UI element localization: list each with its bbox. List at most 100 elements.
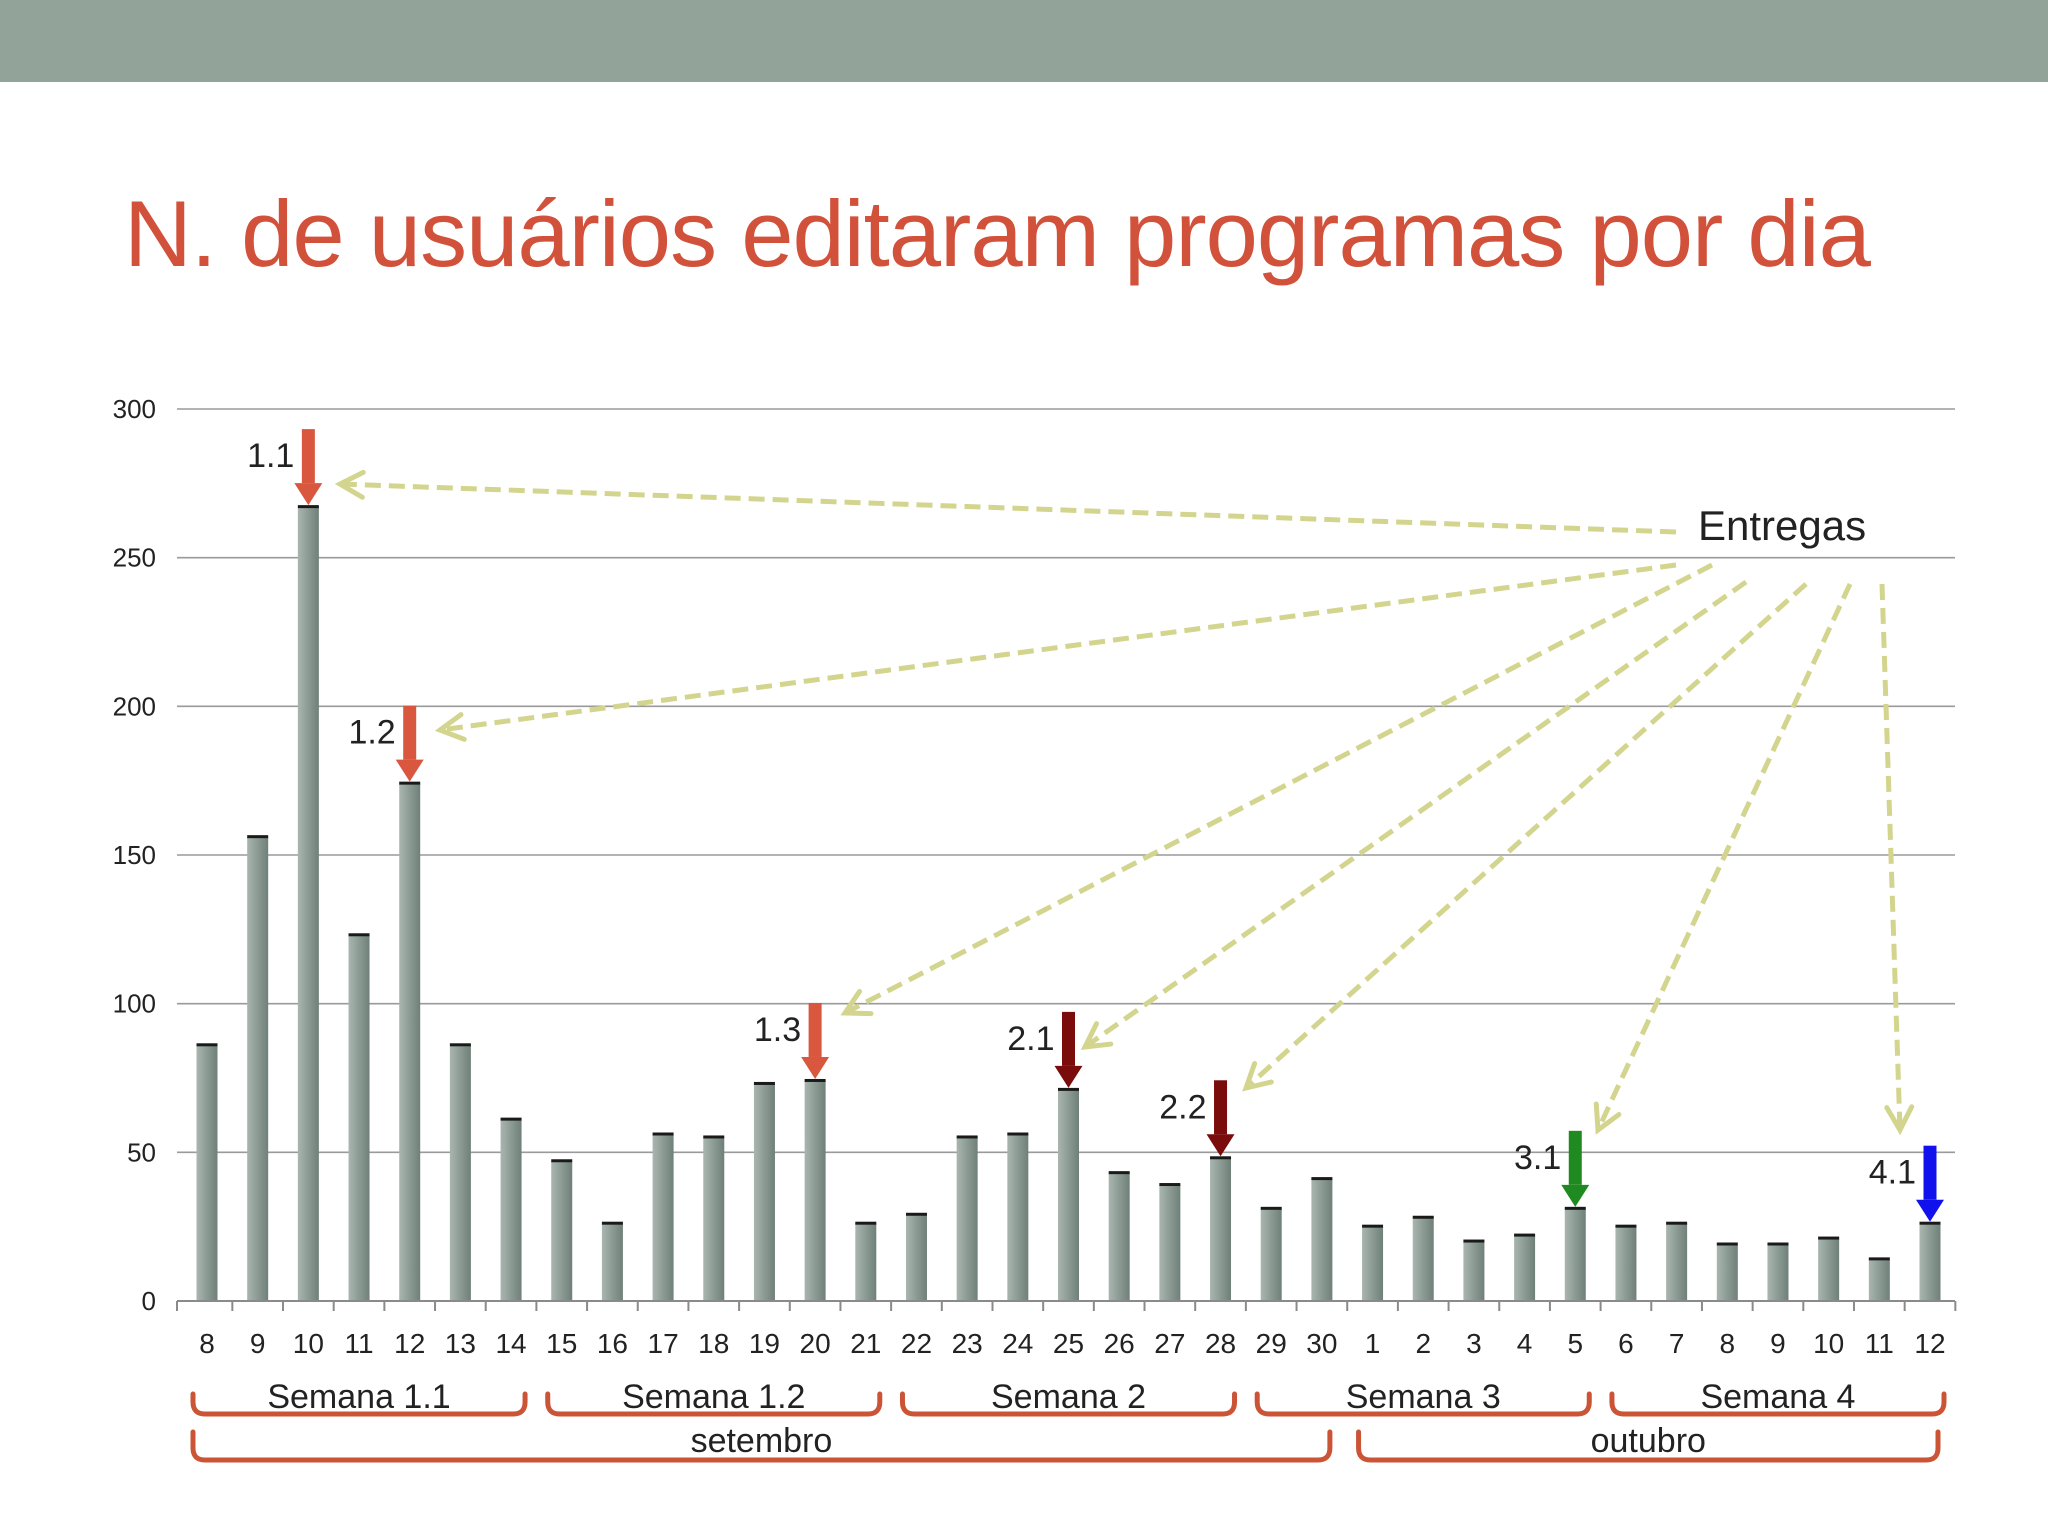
delivery-label: 3.1 [1514, 1139, 1561, 1177]
delivery-arrow-head [1561, 1184, 1590, 1207]
bar [1007, 1134, 1029, 1301]
dashed-arrow-head [1080, 1021, 1114, 1051]
annotation-label: Entregas [1698, 502, 1866, 549]
bar [753, 1083, 775, 1301]
delivery-label: 2.1 [1007, 1020, 1054, 1058]
week-label: Semana 4 [1700, 1378, 1855, 1416]
x-tick-label: 11 [1865, 1328, 1894, 1359]
bar [804, 1080, 826, 1301]
delivery-arrow [301, 429, 315, 484]
bar-cap [1716, 1242, 1738, 1246]
delivery-arrow-head [395, 759, 424, 782]
bar [399, 783, 421, 1301]
period-brackets: Semana 1.1 Semana 1.2 Semana 2 Semana 3 Sema… [190, 1378, 1947, 1463]
dashed-arrow-head [840, 988, 874, 1017]
bar-cap [601, 1221, 623, 1225]
bar [1514, 1235, 1536, 1301]
bar-cap [1412, 1215, 1434, 1219]
y-tick-label: 0 [142, 1286, 156, 1316]
bar [551, 1161, 573, 1301]
bar-cap [1919, 1221, 1941, 1225]
bar-cap [551, 1159, 573, 1163]
x-tick-label: 3 [1466, 1328, 1482, 1359]
bar [1260, 1208, 1282, 1301]
dashed-arrow [1083, 579, 1748, 1050]
dashed-arrow-head [1884, 1104, 1915, 1136]
dashed-arrow [1879, 583, 1903, 1131]
dashed-arrow [1244, 582, 1808, 1090]
period-brace [899, 1391, 1238, 1417]
x-tick-label: 18 [698, 1328, 729, 1359]
delivery-arrow-head [1206, 1134, 1235, 1157]
period-brace [190, 1391, 528, 1417]
delivery-arrow-head [1054, 1065, 1083, 1088]
bar-cap [196, 1043, 218, 1047]
x-tick-label: 10 [1813, 1328, 1844, 1359]
bar-cap [247, 835, 269, 839]
x-tick-label: 19 [749, 1328, 780, 1359]
delivery-dashed-arrows [334, 469, 1915, 1136]
x-tick-label: 22 [901, 1328, 932, 1359]
x-tick-label: 11 [344, 1328, 373, 1359]
bar-cap [1666, 1221, 1688, 1225]
bar-cap [1564, 1206, 1586, 1210]
y-tick-label: 150 [113, 840, 156, 870]
bar [1919, 1223, 1941, 1301]
bar-cap [1260, 1206, 1282, 1210]
bar-cap [804, 1078, 826, 1082]
delivery-arrow [1062, 1011, 1075, 1066]
bar [1362, 1226, 1384, 1301]
bar-cap [1007, 1132, 1029, 1136]
bar-cap [1463, 1239, 1485, 1243]
x-tick-label: 25 [1053, 1328, 1084, 1359]
delivery-arrow [1923, 1145, 1937, 1200]
week-label: Semana 1.2 [622, 1378, 805, 1416]
x-tick-label: 21 [850, 1328, 881, 1359]
x-tick-label: 26 [1104, 1328, 1135, 1359]
dashed-arrow [439, 562, 1677, 733]
bar-cap [1159, 1183, 1181, 1187]
bar [1818, 1238, 1840, 1301]
month-label: setembro [691, 1422, 833, 1460]
dashed-arrow-head [434, 712, 467, 742]
x-tick-label: 10 [293, 1328, 324, 1359]
bar [1666, 1223, 1688, 1301]
bar-cap [855, 1221, 877, 1225]
bar [601, 1223, 623, 1301]
bar [297, 507, 319, 1301]
bar-cap [703, 1135, 725, 1139]
bar-cap [1311, 1177, 1333, 1181]
x-tick-label: 7 [1669, 1328, 1685, 1359]
x-tick-label: 24 [1002, 1328, 1033, 1359]
x-tick-label: 29 [1256, 1328, 1287, 1359]
bar [1615, 1226, 1637, 1301]
delivery-label: 1.1 [247, 437, 294, 475]
x-tick-label: 4 [1517, 1328, 1533, 1359]
bar [500, 1119, 522, 1301]
period-brace [1609, 1391, 1947, 1417]
x-tick-label: 12 [394, 1328, 425, 1359]
dashed-arrow-head [1593, 1101, 1622, 1135]
x-tick-label: 13 [445, 1328, 476, 1359]
y-tick-label: 100 [113, 989, 156, 1019]
bar [1463, 1241, 1485, 1301]
x-tick-label: 17 [648, 1328, 679, 1359]
x-tick-label: 12 [1914, 1328, 1945, 1359]
y-tick-label: 300 [113, 394, 156, 424]
axes [176, 1300, 1957, 1311]
bar [1108, 1173, 1130, 1301]
period-brace [545, 1391, 883, 1417]
delivery-arrow [1214, 1080, 1228, 1135]
bar-cap [500, 1117, 522, 1121]
y-tick-label: 50 [127, 1137, 156, 1167]
delivery-arrow-head [294, 483, 323, 506]
x-tick-label: 9 [250, 1328, 266, 1359]
period-brace [1356, 1429, 1941, 1463]
bar [1716, 1244, 1738, 1301]
x-tick-label: 8 [1720, 1328, 1736, 1359]
x-tick-label: 15 [546, 1328, 577, 1359]
x-tick-labels: 8 9 10 11 12 13 14 15 16 17 18 19 20 21 22 23 24 25 26 27 28… [199, 1328, 1945, 1359]
bar-cap [1514, 1233, 1536, 1237]
delivery-label: 1.3 [754, 1011, 801, 1049]
week-label: Semana 2 [991, 1378, 1146, 1416]
